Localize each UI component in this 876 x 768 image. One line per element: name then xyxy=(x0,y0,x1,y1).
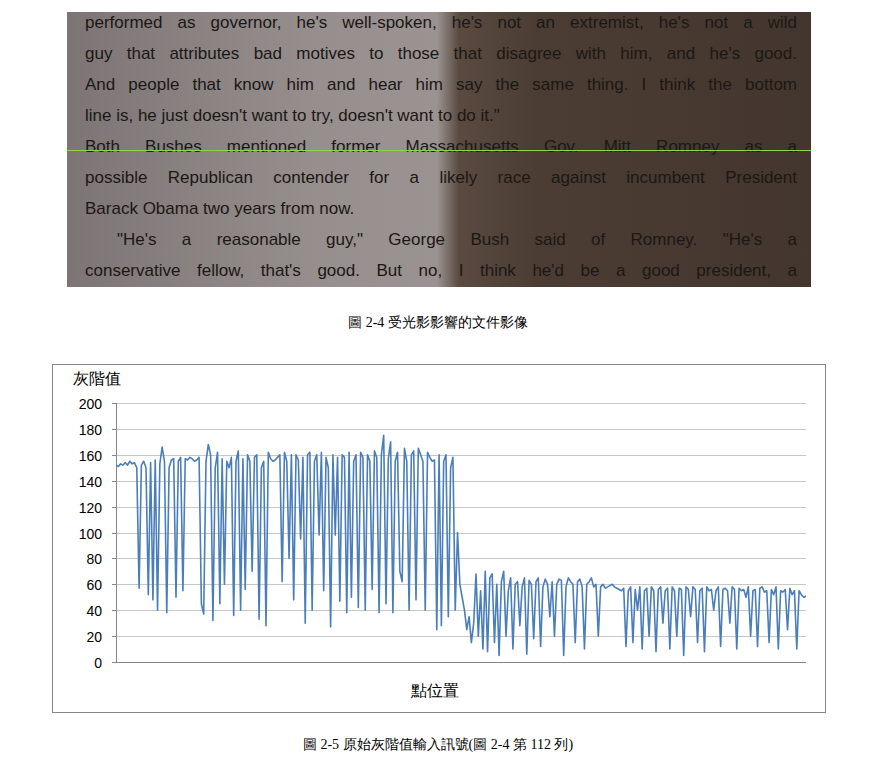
y-tick xyxy=(112,533,116,534)
photo-text-line: Both Bushes mentioned former Massachuset… xyxy=(85,135,797,159)
grid-line xyxy=(116,403,806,404)
x-axis xyxy=(116,662,806,663)
y-tick-label: 20 xyxy=(86,629,102,645)
y-tick-label: 180 xyxy=(79,422,103,438)
y-tick-label: 120 xyxy=(79,500,103,516)
photo-text-line: line is, he just doesn't want to try, do… xyxy=(85,104,797,128)
y-axis-label: 灰階值 xyxy=(73,370,121,387)
grid-line xyxy=(116,455,806,456)
y-tick xyxy=(112,558,116,559)
photo-text-line: performed as governor, he's well-spoken,… xyxy=(85,12,797,35)
photo-text-line: guy that attributes bad motives to those… xyxy=(85,42,797,66)
y-tick-label: 60 xyxy=(86,577,102,593)
y-tick-label: 80 xyxy=(86,551,102,567)
y-tick xyxy=(112,636,116,637)
y-tick-label: 140 xyxy=(79,474,103,490)
grid-line xyxy=(116,662,806,663)
document-photo: performed as governor, he's well-spoken,… xyxy=(67,12,811,287)
y-tick xyxy=(112,403,116,404)
y-tick xyxy=(112,507,116,508)
y-tick-label: 160 xyxy=(79,448,103,464)
grid-line xyxy=(116,481,806,482)
figure-caption: 圖 2-4 受光影影響的文件影像 xyxy=(0,314,876,332)
y-tick xyxy=(112,662,116,663)
y-tick xyxy=(112,584,116,585)
y-tick xyxy=(112,481,116,482)
grid-line xyxy=(116,429,806,430)
y-tick-label: 200 xyxy=(79,396,103,412)
photo-text-line: Barack Obama two years from now. xyxy=(85,197,797,221)
photo-text-line: possible Republican contender for a like… xyxy=(85,166,797,190)
signal-line xyxy=(116,435,806,655)
photo-text-line: conservative fellow, that's good. But no… xyxy=(85,259,797,283)
chart-frame xyxy=(53,365,826,713)
grid-line xyxy=(116,636,806,637)
y-tick xyxy=(112,429,116,430)
y-tick xyxy=(112,610,116,611)
y-tick-label: 100 xyxy=(79,526,103,542)
chart-caption: 圖 2-5 原始灰階值輸入訊號(圖 2-4 第 112 列) xyxy=(0,736,876,754)
photo-text-line: And people that know him and hear him sa… xyxy=(85,73,797,97)
y-tick-label: 40 xyxy=(86,603,102,619)
page: performed as governor, he's well-spoken,… xyxy=(0,0,876,768)
y-tick xyxy=(112,455,116,456)
plot-area xyxy=(116,435,806,655)
y-axis xyxy=(116,403,117,662)
grid-line xyxy=(116,507,806,508)
y-tick-label: 0 xyxy=(94,655,102,671)
scan-line xyxy=(67,150,811,151)
photo-text-line: "He's a reasonable guy," George Bush sai… xyxy=(117,228,797,252)
chart: 0 20 40 60 80 100 120 140 160 180 200 灰階值點位置 xyxy=(0,0,876,768)
x-axis-label: 點位置 xyxy=(410,682,459,699)
